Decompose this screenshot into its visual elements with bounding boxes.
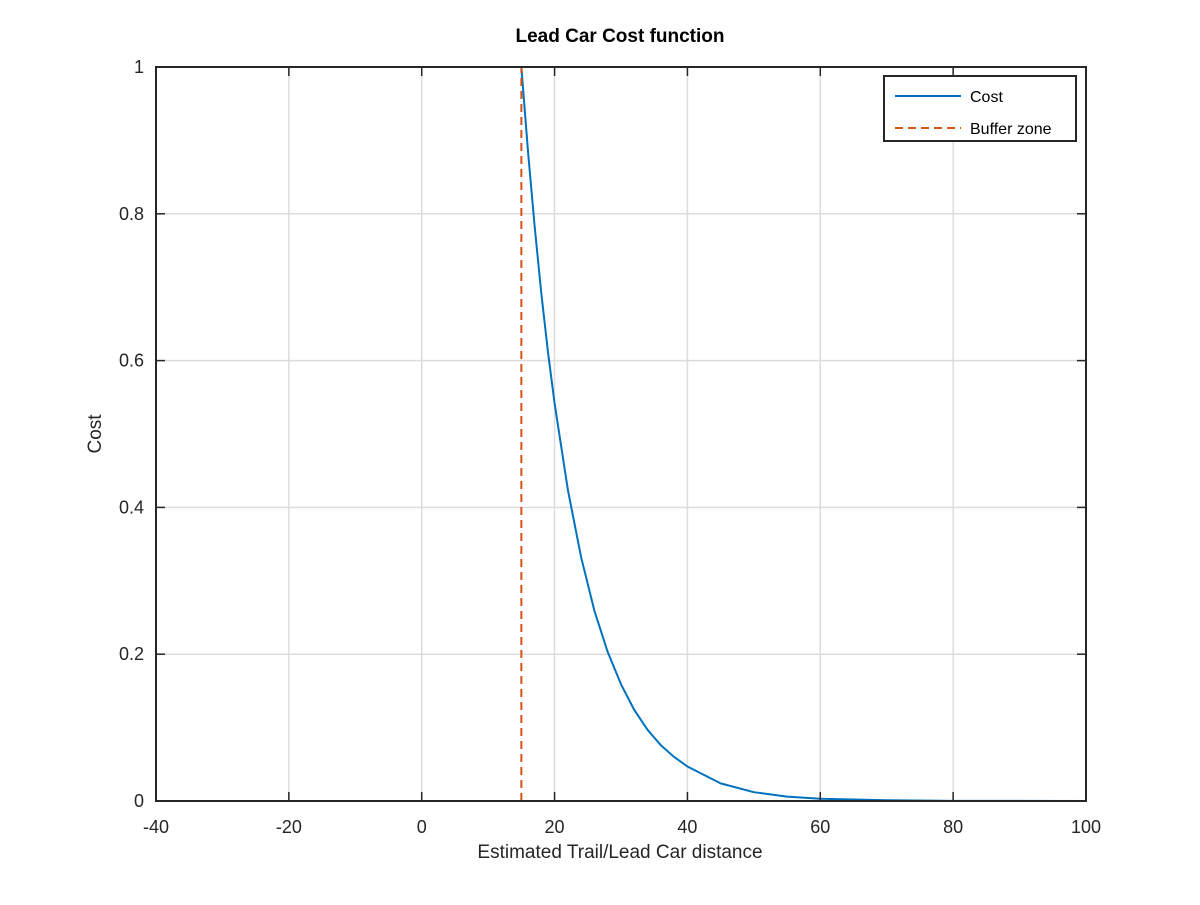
x-tick-label: 100 (1071, 817, 1101, 837)
x-tick-label: 40 (677, 817, 697, 837)
x-tick-label: 60 (810, 817, 830, 837)
x-tick-label: 20 (545, 817, 565, 837)
x-tick-label: -40 (143, 817, 169, 837)
tick-label-layer: -40 -20 0 20 40 60 80 100 0 0.2 0.4 0.6 0.8 1 (119, 57, 1101, 837)
y-tick-label: 0.8 (119, 204, 144, 224)
y-tick-label: 0.6 (119, 351, 144, 371)
y-tick-label: 0.4 (119, 497, 144, 517)
y-tick-label: 0.2 (119, 644, 144, 664)
plot-area (156, 67, 1086, 801)
x-tick-label: 80 (943, 817, 963, 837)
legend-label-cost: Cost (970, 89, 1003, 106)
axes-layer (155, 66, 1087, 802)
x-tick-label: 0 (417, 817, 427, 837)
y-tick-label: 1 (134, 57, 144, 77)
x-axis-label: Estimated Trail/Lead Car distance (477, 842, 762, 863)
legend: Cost Buffer zone (883, 75, 1077, 142)
y-axis-label: Cost (85, 414, 106, 454)
y-tick-label: 0 (134, 791, 144, 811)
chart-title: Lead Car Cost function (515, 26, 724, 47)
plot-background (156, 67, 1086, 801)
legend-label-buffer-zone: Buffer zone (970, 121, 1052, 138)
legend-box (883, 75, 1077, 142)
axes-box (155, 66, 1087, 802)
x-tick-label: -20 (276, 817, 302, 837)
